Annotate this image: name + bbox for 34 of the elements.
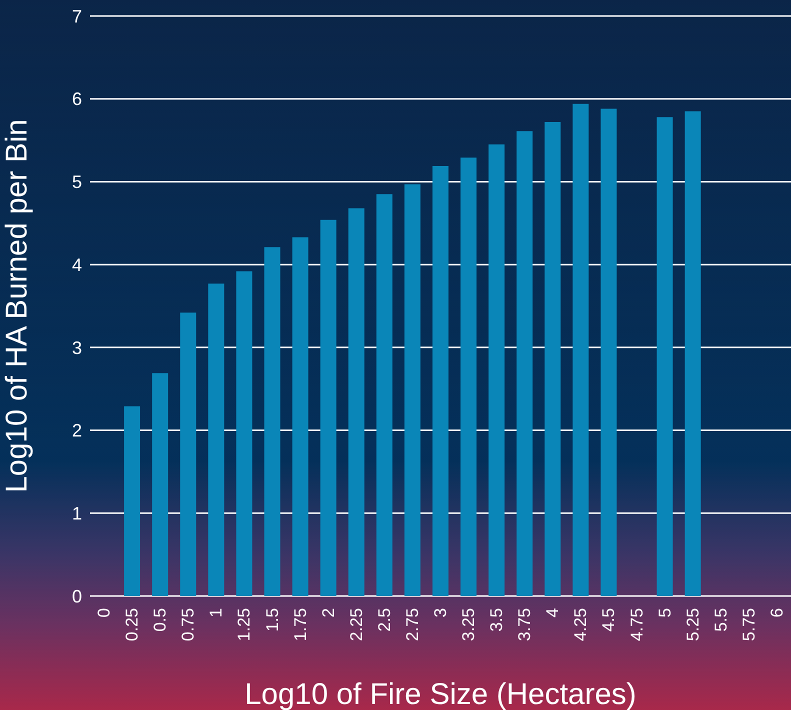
x-tick-label: 0.25 [122, 608, 142, 642]
x-axis-title: Log10 of Fire Size (Hectares) [244, 678, 636, 710]
x-tick-label: 0.75 [178, 608, 198, 642]
x-tick-label: 3 [431, 608, 450, 618]
x-tick-label: 2.25 [346, 608, 366, 642]
x-tick-label: 1.75 [290, 608, 310, 642]
x-tick-label: 4.5 [599, 608, 618, 632]
x-tick-label: 3.75 [515, 608, 534, 642]
y-tick-label: 2 [72, 420, 82, 441]
y-tick-label: 5 [72, 172, 82, 192]
x-tick-label: 0.5 [150, 608, 170, 632]
x-tick-label: 5.5 [711, 608, 730, 632]
x-tick-label: 5.75 [739, 608, 758, 642]
x-tick-label: 2.5 [374, 608, 394, 632]
x-tick-label: 1 [206, 608, 226, 618]
x-tick-label: 1.5 [262, 608, 282, 632]
x-tick-label: 4.25 [571, 608, 590, 642]
x-tick-label: 2.75 [402, 608, 422, 642]
x-tick-label: 2 [318, 608, 338, 618]
y-tick-label: 7 [72, 6, 82, 26]
y-tick-label: 4 [72, 254, 82, 275]
x-tick-label: 4.75 [627, 608, 646, 642]
y-axis-title: Log10 of HA Burned per Bin [0, 119, 34, 493]
y-tick-label: 3 [72, 338, 82, 358]
x-tick-label: 5.25 [683, 608, 702, 642]
x-tick-label: 4 [543, 608, 562, 618]
x-tick-label: 0 [94, 608, 114, 618]
y-tick-label: 1 [72, 504, 82, 524]
x-tick-label: 1.25 [234, 608, 254, 642]
x-tick-label: 3.25 [459, 608, 478, 642]
x-tick-label: 3.5 [487, 608, 506, 632]
y-tick-label: 6 [72, 89, 82, 110]
x-tick-label: 5 [655, 608, 674, 618]
x-tick-label: 6 [767, 608, 786, 618]
